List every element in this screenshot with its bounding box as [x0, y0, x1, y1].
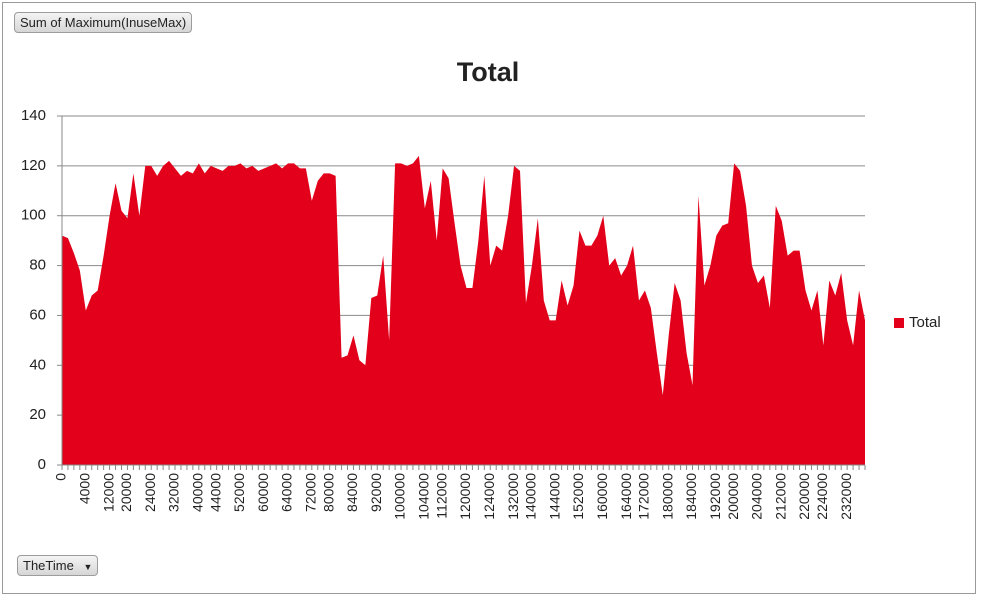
y-tick-label: 0 — [38, 456, 46, 473]
axis-button-label: TheTime — [23, 558, 74, 573]
x-tick-label: 192000 — [707, 473, 723, 520]
x-tick-label: 104000 — [416, 473, 432, 520]
x-tick-label: 12000 — [100, 473, 116, 512]
x-tick-label: 100000 — [392, 473, 408, 520]
x-tick-label: 152000 — [570, 473, 586, 520]
x-tick-label: 224000 — [814, 473, 830, 520]
x-tick-label: 92000 — [368, 473, 384, 512]
y-tick-label: 120 — [21, 157, 46, 174]
x-tick-label: 172000 — [636, 473, 652, 520]
chart-frame — [2, 2, 976, 594]
x-tick-label: 180000 — [659, 473, 675, 520]
x-tick-label: 184000 — [683, 473, 699, 520]
x-tick-label: 60000 — [255, 473, 271, 512]
x-tick-label: 140000 — [523, 473, 539, 520]
x-tick-label: 72000 — [303, 473, 319, 512]
chart-title: Total — [457, 57, 520, 87]
x-tick-label: 144000 — [546, 473, 562, 520]
x-tick-label: 120000 — [457, 473, 473, 520]
y-tick-label: 100 — [21, 207, 46, 224]
x-tick-label: 112000 — [433, 473, 449, 519]
legend-label: Total — [909, 314, 941, 331]
x-tick-label: 0 — [53, 473, 69, 481]
dropdown-arrow: ▼ — [83, 562, 93, 572]
x-tick-label: 20000 — [118, 473, 134, 512]
x-tick-label: 44000 — [207, 473, 223, 512]
x-tick-label: 232000 — [838, 473, 854, 520]
x-tick-label: 4000 — [76, 473, 92, 504]
y-tick-label: 60 — [29, 306, 46, 323]
x-tick-label: 80000 — [320, 473, 336, 512]
y-tick-label: 40 — [29, 356, 46, 373]
x-tick-label: 132000 — [505, 473, 521, 520]
x-tick-label: 84000 — [344, 473, 360, 512]
legend-swatch — [894, 318, 904, 328]
field-button[interactable]: Sum of Maximum(InuseMax) — [14, 12, 193, 33]
x-tick-label: 52000 — [231, 473, 247, 512]
x-tick-label: 160000 — [594, 473, 610, 520]
x-tick-label: 40000 — [190, 473, 206, 512]
x-tick-label: 204000 — [749, 473, 765, 520]
y-tick-label: 20 — [29, 406, 46, 423]
x-tick-label: 124000 — [481, 473, 497, 520]
chart: Total 0 20 40 60 80 100 120 140 0 4000 12000 20000 2… — [21, 57, 941, 520]
axis-button[interactable]: TheTime ▼ — [17, 555, 99, 576]
x-tick-label: 24000 — [142, 473, 158, 512]
x-tick-label: 32000 — [166, 473, 182, 512]
x-tick-label: 64000 — [279, 473, 295, 512]
y-tick-label: 140 — [21, 107, 46, 124]
x-tick-label: 200000 — [725, 473, 741, 520]
x-tick-label: 212000 — [772, 473, 788, 520]
x-tick-label: 220000 — [796, 473, 812, 520]
x-tick-label: 164000 — [618, 473, 634, 520]
y-tick-label: 80 — [29, 257, 46, 274]
area — [62, 155, 865, 465]
